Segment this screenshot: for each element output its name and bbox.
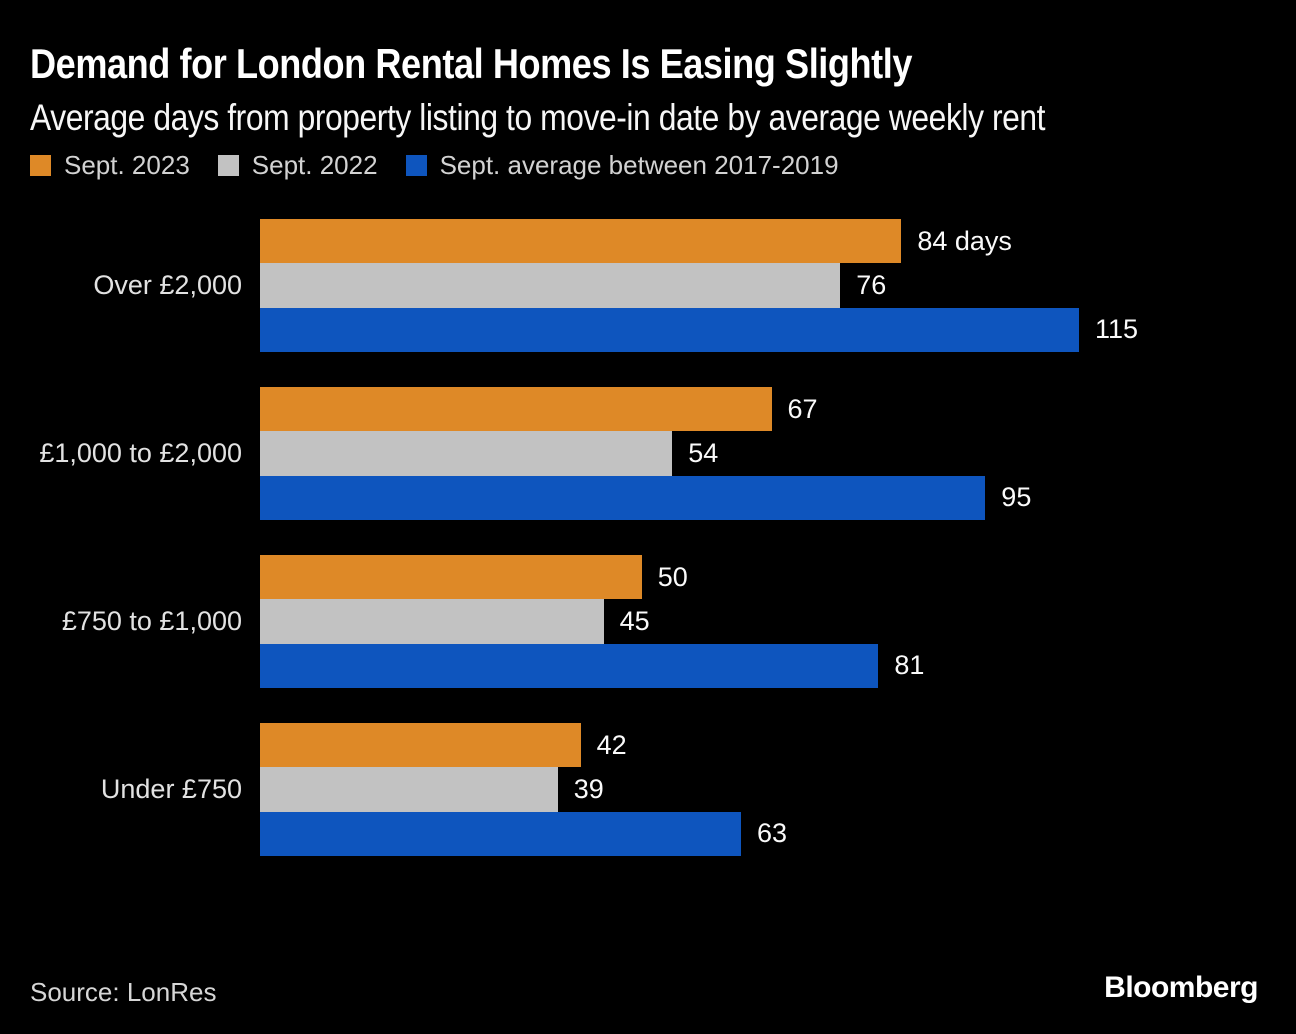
bar-sept-avg-2017-2019 bbox=[260, 811, 741, 856]
legend-swatch-orange-icon bbox=[30, 155, 51, 176]
bar-row: 45 bbox=[260, 599, 1138, 644]
bar-stack: 42 39 63 bbox=[260, 722, 1138, 856]
value-label: 95 bbox=[1001, 482, 1032, 513]
category-label: Under £750 bbox=[100, 773, 242, 804]
category-label: Over £2,000 bbox=[93, 269, 242, 300]
bar-sept-avg-2017-2019 bbox=[260, 475, 986, 520]
bar-row: 67 bbox=[260, 386, 1138, 432]
value-label: 39 bbox=[573, 773, 604, 804]
bar-group: Under £750 42 39 63 bbox=[0, 722, 1296, 856]
bar-row: 54 bbox=[260, 431, 1138, 476]
bar-sept-2022 bbox=[260, 263, 841, 308]
value-label: 84 days bbox=[917, 225, 1012, 256]
bar-row: 42 bbox=[260, 722, 1138, 768]
bar-row: 50 bbox=[260, 554, 1138, 600]
bar-row: 115 bbox=[260, 307, 1138, 352]
bar-sept-2022 bbox=[260, 431, 673, 476]
chart-subtitle: Average days from property listing to mo… bbox=[30, 97, 1046, 138]
bar-row: 39 bbox=[260, 767, 1138, 812]
bar-row: 95 bbox=[260, 475, 1138, 520]
bar-sept-2023 bbox=[260, 722, 581, 768]
bar-sept-2022 bbox=[260, 767, 558, 812]
legend-label: Sept. 2022 bbox=[251, 150, 378, 180]
legend-item-sept-2022: Sept. 2022 bbox=[217, 150, 378, 181]
bar-row: 84 days bbox=[260, 219, 1138, 264]
bar-stack: 50 45 81 bbox=[260, 554, 1138, 688]
value-label: 54 bbox=[688, 437, 719, 468]
value-label: 45 bbox=[619, 605, 650, 636]
chart-title: Demand for London Rental Homes Is Easing… bbox=[30, 40, 913, 87]
bar-group: £750 to £1,000 50 45 81 bbox=[0, 554, 1296, 688]
bar-group: Over £2,000 84 days 76 115 bbox=[0, 219, 1296, 352]
value-label: 42 bbox=[596, 729, 627, 760]
bar-row: 76 bbox=[260, 263, 1138, 308]
bar-row: 81 bbox=[260, 643, 1138, 688]
category-label: £750 to £1,000 bbox=[61, 605, 242, 636]
bloomberg-logo: Bloomberg bbox=[1104, 971, 1258, 1004]
chart: Over £2,000 84 days 76 115 £1,000 to £2,000 6… bbox=[0, 219, 1296, 891]
legend-swatch-gray-icon bbox=[217, 155, 239, 176]
bar-group: £1,000 to £2,000 67 54 95 bbox=[0, 386, 1296, 520]
legend-label: Sept. 2023 bbox=[64, 150, 190, 180]
legend-label: Sept. average between 2017-2019 bbox=[439, 150, 839, 180]
value-label: 63 bbox=[756, 818, 788, 849]
bar-sept-2023 bbox=[260, 554, 642, 600]
value-label: 81 bbox=[894, 650, 925, 681]
bar-sept-avg-2017-2019 bbox=[260, 307, 1079, 352]
bar-stack: 67 54 95 bbox=[260, 386, 1138, 520]
legend: Sept. 2023 Sept. 2022 Sept. average betw… bbox=[30, 150, 839, 181]
bar-sept-2023 bbox=[260, 386, 772, 432]
bar-stack: 84 days 76 115 bbox=[260, 219, 1138, 352]
bar-sept-2023 bbox=[260, 219, 902, 264]
legend-swatch-blue-icon bbox=[405, 155, 427, 176]
category-label: £1,000 to £2,000 bbox=[39, 437, 242, 468]
value-label: 67 bbox=[787, 393, 818, 424]
bar-row: 63 bbox=[260, 811, 1138, 856]
bar-sept-avg-2017-2019 bbox=[260, 643, 879, 688]
chart-header: Demand for London Rental Homes Is Easing… bbox=[30, 40, 1210, 139]
legend-item-sept-avg: Sept. average between 2017-2019 bbox=[405, 150, 839, 181]
bar-sept-2022 bbox=[260, 599, 604, 644]
value-label: 115 bbox=[1094, 314, 1138, 345]
source-credit: Source: LonRes bbox=[30, 977, 217, 1007]
value-label: 76 bbox=[856, 269, 887, 300]
legend-item-sept-2023: Sept. 2023 bbox=[30, 150, 190, 181]
value-label: 50 bbox=[657, 561, 688, 592]
